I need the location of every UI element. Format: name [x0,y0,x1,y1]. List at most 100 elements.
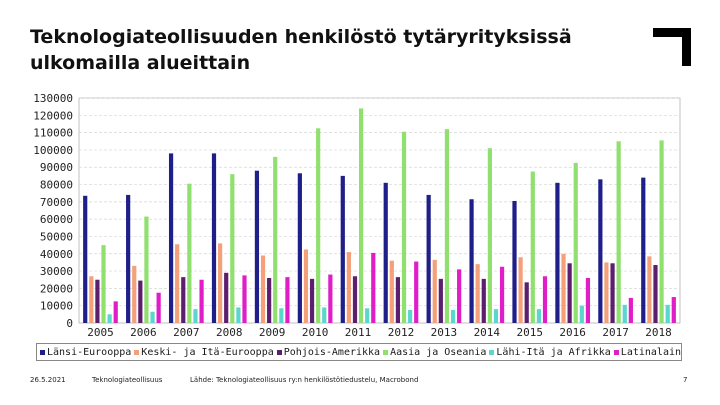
bar [285,277,290,323]
legend-swatch [40,349,45,355]
bar [187,183,192,323]
bar [346,252,351,323]
x-tick-label: 2008 [216,326,243,339]
bar [671,297,676,323]
y-tick-label: 40000 [40,248,73,261]
y-tick-label: 130000 [33,92,73,105]
y-tick-label: 50000 [40,230,73,243]
bar [138,280,143,323]
bar [316,128,321,323]
legend-swatch [489,349,495,355]
bar [267,278,272,323]
legend-item: Pohjois-Amerikka [276,346,381,358]
x-tick-label: 2012 [388,326,415,339]
legend-item: Aasia ja Oseania [383,347,486,358]
x-tick-label: 2018 [645,326,672,339]
bar [414,261,419,323]
legend-label: Keski- ja Itä-Eurooppa [141,346,274,358]
legend-label: Latinalainen Amerikka [620,346,682,358]
bar [383,182,388,323]
bar [358,108,364,323]
x-tick-label: 2010 [302,326,329,339]
bar [493,309,499,323]
bar [211,153,217,323]
bar [193,309,198,323]
legend-label: Pohjois-Amerikka [283,346,381,358]
bar [567,263,572,323]
bar [395,277,401,323]
bar [555,182,560,323]
bar [457,269,462,323]
y-tick-label: 90000 [40,161,73,174]
x-tick-label: 2015 [517,326,544,339]
corner-bracket-logo [653,28,691,66]
bar [536,309,541,323]
legend-item: Keski- ja Itä-Eurooppa [134,346,274,358]
y-tick-label: 80000 [40,179,73,192]
bar [530,171,535,323]
bar [352,276,358,323]
x-tick-label: 2013 [431,326,458,339]
legend-item: Länsi-Eurooppa [40,347,131,358]
bar [89,276,94,323]
bar [365,308,370,323]
bar [273,156,278,323]
bar [653,265,658,323]
legend-swatch [134,349,140,355]
bar [616,141,621,323]
bar [475,264,480,323]
legend-item: Latinalainen Amerikka [613,346,682,358]
bar [518,257,523,323]
bar [328,274,333,323]
y-tick-label: 60000 [40,213,73,226]
x-tick-label: 2014 [474,326,501,339]
bar [95,279,100,323]
bar [665,304,670,323]
bar [132,265,137,323]
bar [438,278,443,323]
bar [260,255,266,323]
bar [512,200,517,323]
bar [340,175,345,323]
x-tick-label: 2007 [173,326,200,339]
legend-swatch [383,349,389,355]
bar [401,131,407,323]
bar [628,297,633,323]
x-tick-label: 2009 [259,326,286,339]
bar [181,277,186,323]
bar [101,245,106,323]
bar [598,179,603,323]
bar [224,272,229,323]
bar [168,153,174,323]
bar [113,301,118,323]
y-tick-label: 100000 [33,144,73,157]
bar [150,311,155,323]
bar [83,195,88,323]
bar [481,278,486,323]
legend-label: Aasia ja Oseania [390,346,487,358]
y-tick-label: 110000 [33,127,73,140]
legend-label: Lähi-Itä ja Afrikka [496,346,611,358]
bar [659,140,664,323]
bar [254,170,260,323]
bar [573,162,578,323]
bar [389,260,394,323]
bar [309,278,315,323]
bar [242,275,247,323]
bar [218,243,223,323]
bar [647,256,652,323]
y-tick-label: 10000 [40,300,73,313]
y-tick-label: 20000 [40,282,73,295]
bar [561,253,566,323]
bar [107,314,112,323]
bar [236,307,241,323]
bar [444,129,450,323]
bar [604,262,609,323]
bar [524,282,529,323]
x-tick-label: 2017 [602,326,629,339]
y-tick-label: 70000 [40,196,73,209]
x-tick-label: 2006 [130,326,157,339]
bar [279,308,284,323]
x-tick-label: 2016 [559,326,586,339]
